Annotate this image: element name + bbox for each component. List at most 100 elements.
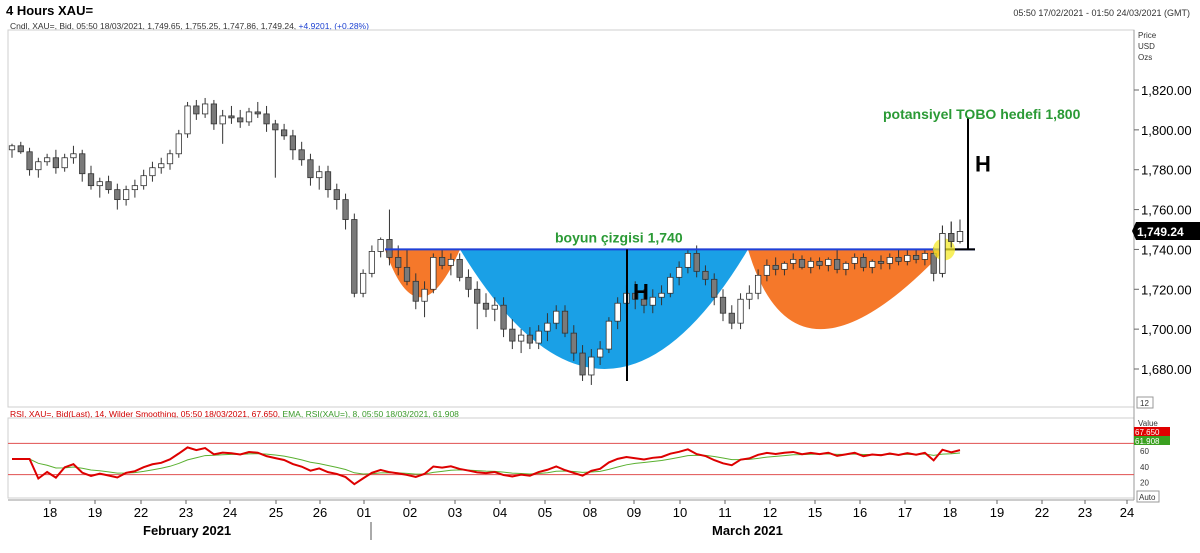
- day-tick-label: 23: [179, 505, 193, 520]
- candle-body: [474, 288, 481, 304]
- day-tick-label: 22: [1035, 505, 1049, 520]
- candle-body: [307, 159, 314, 179]
- candle-body: [579, 352, 586, 376]
- ema-value-tag: [1134, 436, 1170, 445]
- price-tick-label: 1,800.00: [1141, 123, 1192, 138]
- candle-body: [526, 334, 534, 344]
- day-tick-label: 09: [627, 505, 641, 520]
- candle-body: [825, 258, 832, 266]
- candle-body: [193, 105, 200, 115]
- candle-body: [359, 272, 367, 294]
- candle-body: [728, 312, 735, 324]
- candle-body: [588, 356, 595, 376]
- candle-body: [535, 330, 542, 344]
- date-range: 05:50 17/02/2021 - 01:50 24/03/2021 (GMT…: [1013, 8, 1190, 18]
- target-height-label: H: [975, 152, 991, 177]
- price-label-price: Price: [1138, 31, 1157, 40]
- price-tick-group: 1,820.00 1,800.00 1,780.00 1,760.00 1,740.00…: [1134, 83, 1192, 377]
- rsi-line: [12, 446, 961, 486]
- price-tick-label: 1,700.00: [1141, 322, 1192, 337]
- candle-body: [517, 334, 525, 342]
- rsi-info-text: RSI, XAU=, Bid(Last), 14, Wilder Smoothi…: [10, 409, 281, 419]
- candle-body: [52, 157, 60, 169]
- head-shape: [460, 249, 748, 369]
- candle-body: [561, 310, 569, 334]
- candle-body: [939, 233, 946, 274]
- day-tick-label: 26: [313, 505, 327, 520]
- rsi-tick-label: 20: [1140, 478, 1149, 487]
- candle-body: [895, 256, 902, 262]
- candle-body: [324, 171, 332, 191]
- day-tick-label: 10: [673, 505, 687, 520]
- candle-body: [500, 304, 507, 330]
- candle-body: [35, 161, 42, 171]
- candle-group: [8, 97, 964, 385]
- price-tick-label: 1,720.00: [1141, 282, 1192, 297]
- current-price-tag: 1,749.24: [1132, 222, 1200, 241]
- candle-body: [26, 151, 33, 171]
- candle-body: [754, 274, 762, 294]
- candle-body: [342, 199, 349, 220]
- target-label: potansiyel TOBO hedefi 1,800: [883, 106, 1081, 122]
- candle-body: [333, 189, 340, 201]
- day-tick-label: 03: [448, 505, 462, 520]
- candle-body: [956, 231, 964, 242]
- auto-scale-label: Auto: [1139, 493, 1156, 502]
- candle-body: [351, 219, 358, 294]
- candle-body: [570, 332, 577, 354]
- day-tick-label: 05: [538, 505, 552, 520]
- candle-body: [395, 256, 402, 268]
- candle-body: [702, 270, 709, 280]
- candle-body: [166, 153, 174, 165]
- rsi-period-value: 12: [1140, 399, 1149, 408]
- candle-body: [746, 292, 753, 300]
- candle-body: [790, 258, 797, 264]
- candle-body: [272, 123, 279, 131]
- candle-body: [869, 260, 876, 268]
- day-tick-label: 23: [1078, 505, 1092, 520]
- candle-info-values: Cndl, XAU=, Bid, 05:50 18/03/2021, 1,749…: [10, 21, 297, 31]
- candle-body: [289, 135, 297, 151]
- candle-body: [921, 253, 929, 260]
- candle-body: [175, 133, 182, 155]
- candle-body: [70, 153, 77, 159]
- candle-body: [719, 296, 727, 314]
- candle-body: [254, 111, 261, 115]
- candle-body: [377, 239, 384, 252]
- candle-body: [43, 157, 51, 163]
- candle-body: [158, 163, 165, 169]
- day-tick-label: 08: [583, 505, 597, 520]
- day-tick-label: 19: [88, 505, 102, 520]
- candle-body: [412, 280, 419, 302]
- month-label-february: February 2021: [143, 523, 231, 538]
- price-tick-label: 1,680.00: [1141, 362, 1192, 377]
- day-tick-label: 04: [493, 505, 507, 520]
- candle-body: [17, 145, 24, 153]
- candle-body: [316, 171, 323, 179]
- day-tick-label: 18: [943, 505, 957, 520]
- candle-body: [403, 266, 411, 282]
- candle-body: [263, 113, 270, 125]
- candle-body: [807, 260, 814, 268]
- auto-scale-button[interactable]: [1136, 490, 1160, 503]
- day-tick-label: 15: [808, 505, 822, 520]
- rsi-period-box[interactable]: [1136, 396, 1154, 409]
- candle-body: [632, 292, 639, 300]
- price-tick-label: 1,760.00: [1141, 203, 1192, 218]
- current-price-value: 1,749.24: [1137, 225, 1184, 239]
- day-tick-label: 16: [853, 505, 867, 520]
- day-tick-label: 22: [134, 505, 148, 520]
- candle-body: [430, 256, 437, 290]
- price-label-unit: Ozs: [1138, 53, 1152, 62]
- candle-body: [219, 115, 226, 125]
- time-tick-group: 18 19 22 23 24 25 26 01 02 03 04 05 08 09 10 11 12 15 16 17…: [43, 500, 1134, 520]
- candle-body: [781, 262, 788, 270]
- head-height-label: H: [633, 279, 649, 304]
- day-tick-label: 24: [223, 505, 237, 520]
- chart-title: 4 Hours XAU=: [6, 3, 94, 18]
- candle-body: [61, 157, 68, 169]
- candle-body: [842, 262, 850, 270]
- candle-body: [640, 298, 648, 306]
